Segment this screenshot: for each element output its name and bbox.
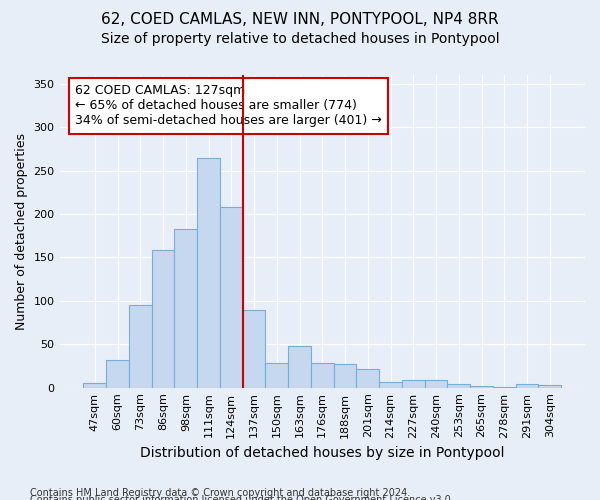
Bar: [402, 380, 425, 388]
Bar: [356, 370, 379, 388]
Text: Contains HM Land Registry data © Crown copyright and database right 2024.: Contains HM Land Registry data © Crown c…: [30, 488, 410, 498]
Bar: [175, 228, 197, 388]
Bar: [129, 305, 152, 388]
Bar: [379, 382, 402, 388]
Bar: [448, 384, 470, 388]
Bar: [288, 346, 311, 388]
Bar: [493, 387, 515, 388]
Bar: [242, 310, 265, 388]
Bar: [197, 158, 220, 388]
Bar: [152, 250, 175, 388]
Text: Contains public sector information licensed under the Open Government Licence v3: Contains public sector information licen…: [30, 495, 454, 500]
X-axis label: Distribution of detached houses by size in Pontypool: Distribution of detached houses by size …: [140, 446, 505, 460]
Bar: [311, 364, 334, 388]
Text: 62, COED CAMLAS, NEW INN, PONTYPOOL, NP4 8RR: 62, COED CAMLAS, NEW INN, PONTYPOOL, NP4…: [101, 12, 499, 28]
Bar: [265, 364, 288, 388]
Bar: [425, 380, 448, 388]
Bar: [470, 386, 493, 388]
Bar: [83, 384, 106, 388]
Bar: [220, 207, 242, 388]
Bar: [538, 385, 561, 388]
Y-axis label: Number of detached properties: Number of detached properties: [15, 133, 28, 330]
Text: Size of property relative to detached houses in Pontypool: Size of property relative to detached ho…: [101, 32, 499, 46]
Text: 62 COED CAMLAS: 127sqm
← 65% of detached houses are smaller (774)
34% of semi-de: 62 COED CAMLAS: 127sqm ← 65% of detached…: [76, 84, 382, 128]
Bar: [334, 364, 356, 388]
Bar: [515, 384, 538, 388]
Bar: [106, 360, 129, 388]
